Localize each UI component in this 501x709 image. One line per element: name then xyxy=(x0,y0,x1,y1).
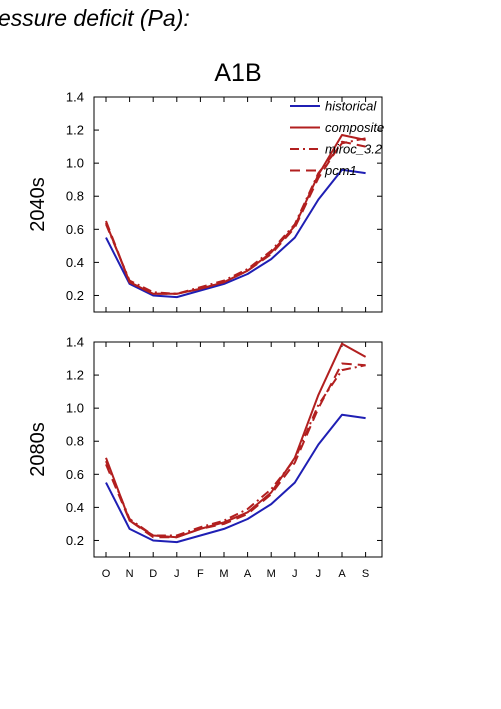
y-tick-label: 1.0 xyxy=(66,156,84,171)
y-tick-label: 0.4 xyxy=(66,255,84,270)
x-tick-label: A xyxy=(338,568,346,580)
y-tick-label: 1.4 xyxy=(66,335,84,350)
x-tick-label: S xyxy=(362,568,369,580)
series-line-composite xyxy=(105,342,367,539)
series-line-historical xyxy=(105,168,366,299)
plot-frame xyxy=(93,341,383,558)
y-tick-label: 1.2 xyxy=(66,123,84,138)
period-label: 2040s xyxy=(27,177,49,232)
y-tick-label: 1.4 xyxy=(66,90,84,105)
x-tick-label: N xyxy=(126,568,134,580)
legend-label: miroc_3.2 xyxy=(325,142,383,157)
period-label: 2080s xyxy=(27,422,49,477)
series-line-historical xyxy=(105,413,366,544)
panels: 0.2 0.4 0.6 0.8 1.0 1.2 1.4 2040s historical comp… xyxy=(27,90,384,581)
y-tick-label: 0.2 xyxy=(66,288,84,303)
legend-label: pcm1 xyxy=(324,163,357,178)
y-tick-label: 1.2 xyxy=(66,368,84,383)
panel-2040s: 0.2 0.4 0.6 0.8 1.0 1.2 1.4 2040s historical comp… xyxy=(27,90,384,313)
plot-frame xyxy=(93,96,383,313)
y-tick-label: 0.8 xyxy=(66,189,84,204)
y-tick-label: 0.6 xyxy=(66,467,84,482)
legend-label: composite xyxy=(325,120,384,135)
series-line-pcm1 xyxy=(105,362,366,539)
series-line-composite xyxy=(105,134,366,295)
x-tick-label: M xyxy=(267,568,276,580)
x-tick-label: M xyxy=(219,568,228,580)
x-tick-label: F xyxy=(197,568,204,580)
figure-heading: essure deficit (Pa): xyxy=(0,5,190,31)
x-tick-label: J xyxy=(292,568,298,580)
legend: historical composite miroc_3.2 pcm1 xyxy=(290,99,384,178)
y-tick-label: 0.6 xyxy=(66,222,84,237)
chart-title: A1B xyxy=(214,59,261,87)
legend-label: historical xyxy=(325,99,377,114)
x-tick-label: O xyxy=(102,568,111,580)
panel-2080s: 0.2 0.4 0.6 0.8 1.0 1.2 1.4 O N D J F M A M J J A S 2080s xyxy=(27,335,383,580)
series-line-pcm1 xyxy=(105,140,366,295)
series-line-miroc-3-2 xyxy=(105,137,366,295)
y-tick-label: 0.8 xyxy=(66,434,84,449)
x-tick-label: D xyxy=(149,568,157,580)
y-tick-label: 1.0 xyxy=(66,401,84,416)
x-tick-label: A xyxy=(244,568,252,580)
x-tick-label: J xyxy=(174,568,180,580)
y-tick-label: 0.2 xyxy=(66,533,84,548)
y-tick-label: 0.4 xyxy=(66,500,84,515)
x-tick-label: J xyxy=(316,568,322,580)
